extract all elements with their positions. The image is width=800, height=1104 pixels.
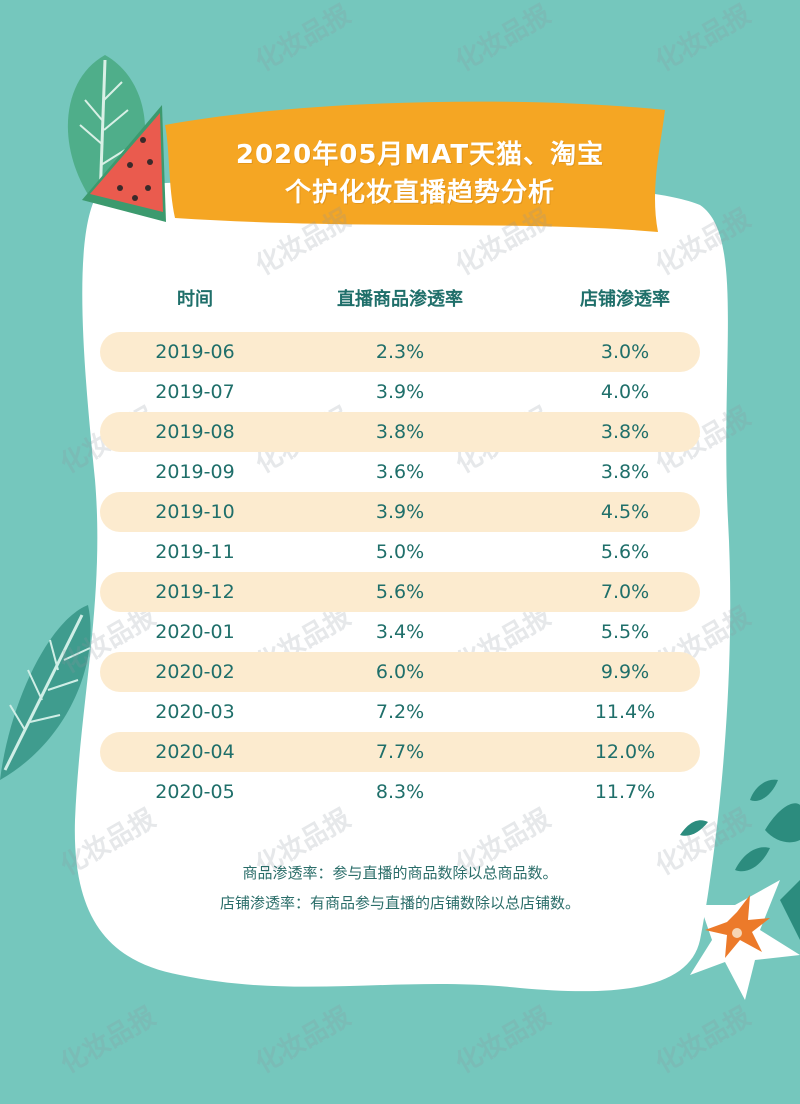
cell-product-penetration: 7.7% [375,741,425,763]
cell-product-penetration: 3.6% [375,461,425,483]
watermelon-icon [82,105,166,222]
cell-store-penetration: 12.0% [594,741,656,763]
cell-store-penetration: 3.0% [600,341,650,363]
column-header-product-penetration: 直播商品渗透率 [337,289,463,310]
cell-month: 2020-05 [155,781,235,803]
cell-month: 2019-08 [155,421,235,443]
cell-month: 2020-03 [155,701,235,723]
table-row: 2019-11 5.0% 5.6% [100,532,700,572]
cell-product-penetration: 5.0% [375,541,425,563]
bottom-right-leaves-icon [680,779,800,940]
cell-product-penetration: 8.3% [375,781,425,803]
cell-month: 2019-12 [155,581,235,603]
cell-product-penetration: 5.6% [375,581,425,603]
table-row: 2020-01 3.4% 5.5% [100,612,700,652]
cell-product-penetration: 7.2% [375,701,425,723]
page-title: 2020年05月MAT天猫、淘宝 个护化妆直播趋势分析 [170,136,670,212]
cell-month: 2020-04 [155,741,235,763]
cell-store-penetration: 5.5% [600,621,650,643]
cell-store-penetration: 3.8% [600,461,650,483]
cell-store-penetration: 5.6% [600,541,650,563]
cell-store-penetration: 3.8% [600,421,650,443]
table-row: 2019-09 3.6% 3.8% [100,452,700,492]
cell-month: 2019-09 [155,461,235,483]
table-row: 2020-02 6.0% 9.9% [100,652,700,692]
title-line-1: 2020年05月MAT天猫、淘宝 [235,140,605,170]
cell-store-penetration: 4.5% [600,501,650,523]
title-line-2: 个护化妆直播趋势分析 [284,178,555,208]
footnotes: 商品渗透率：参与直播的商品数除以总商品数。 店铺渗透率：有商品参与直播的店铺数除… [150,858,650,918]
table-row: 2020-04 7.7% 12.0% [100,732,700,772]
cell-month: 2020-01 [155,621,235,643]
column-header-store-penetration: 店铺渗透率 [580,289,670,310]
title-banner [165,101,665,232]
cell-month: 2019-06 [155,341,235,363]
footnote-store-penetration: 店铺渗透率：有商品参与直播的店铺数除以总店铺数。 [219,894,580,912]
table-row: 2020-03 7.2% 11.4% [100,692,700,732]
cell-product-penetration: 6.0% [375,661,425,683]
table-row: 2019-08 3.8% 3.8% [100,412,700,452]
cell-product-penetration: 3.8% [375,421,425,443]
cell-product-penetration: 2.3% [375,341,425,363]
cell-month: 2019-11 [155,541,235,563]
flower-icon [690,880,800,1000]
footnote-product-penetration: 商品渗透率：参与直播的商品数除以总商品数。 [242,864,558,882]
table-row: 2019-06 2.3% 3.0% [100,332,700,372]
cell-month: 2019-07 [155,381,235,403]
data-table: 2019-06 2.3% 3.0% 2019-07 3.9% 4.0% 2019… [100,332,700,812]
table-row: 2019-07 3.9% 4.0% [100,372,700,412]
table-row: 2019-12 5.6% 7.0% [100,572,700,612]
table-row: 2019-10 3.9% 4.5% [100,492,700,532]
cell-product-penetration: 3.9% [375,501,425,523]
cell-store-penetration: 9.9% [600,661,650,683]
cell-month: 2020-02 [155,661,235,683]
cell-product-penetration: 3.9% [375,381,425,403]
table-header: 时间 直播商品渗透率 店铺渗透率 [100,285,700,313]
column-header-time: 时间 [177,289,213,310]
cell-store-penetration: 11.7% [594,781,656,803]
table-row: 2020-05 8.3% 11.7% [100,772,700,812]
left-leaf-icon [0,605,91,780]
cell-product-penetration: 3.4% [375,621,425,643]
cell-store-penetration: 7.0% [600,581,650,603]
cell-store-penetration: 11.4% [594,701,656,723]
cell-month: 2019-10 [155,501,235,523]
cell-store-penetration: 4.0% [600,381,650,403]
